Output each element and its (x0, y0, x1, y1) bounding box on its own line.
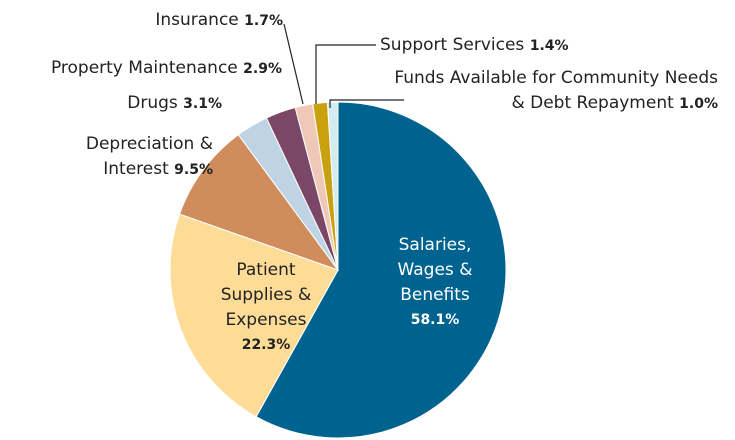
leader-line (315, 44, 376, 104)
category-name: Salaries, Wages & Benefits (397, 235, 473, 305)
slice-label: Drugs 3.1% (100, 91, 222, 117)
pie-slice (169, 213, 339, 418)
value-label: 22.3% (241, 337, 291, 353)
slice-label: Insurance 1.7% (130, 8, 283, 34)
value-label: 58.1% (410, 312, 460, 328)
category-name: Insurance (155, 10, 239, 30)
category-name: Funds Available for Community Needs & De… (394, 68, 718, 113)
value-label: 3.1% (183, 96, 222, 112)
category-name: Support Services (380, 35, 525, 55)
slice-label: Salaries, Wages & Benefits 58.1% (375, 233, 495, 333)
value-label: 1.0% (679, 96, 718, 112)
category-name: Property Maintenance (50, 58, 238, 78)
leader-line (283, 23, 304, 105)
pie-slice (178, 134, 340, 272)
value-label: 1.4% (529, 38, 569, 54)
slice-label: Property Maintenance 2.9% (2, 56, 282, 82)
pie-slice (255, 101, 507, 439)
slice-label: Depreciation & Interest 9.5% (30, 132, 213, 183)
category-name: Drugs (127, 93, 178, 113)
slice-label: Support Services 1.4% (380, 33, 620, 59)
value-label: 1.7% (244, 13, 283, 29)
value-label: 9.5% (174, 162, 213, 178)
category-name: Depreciation & Interest (85, 134, 213, 179)
leader-line (329, 99, 404, 108)
category-name: Patient Supplies & Expenses (220, 260, 312, 330)
slice-label: Patient Supplies & Expenses 22.3% (210, 258, 322, 358)
value-label: 2.9% (243, 61, 282, 77)
slice-label: Funds Available for Community Needs & De… (390, 66, 718, 117)
pie-slice (326, 101, 339, 271)
